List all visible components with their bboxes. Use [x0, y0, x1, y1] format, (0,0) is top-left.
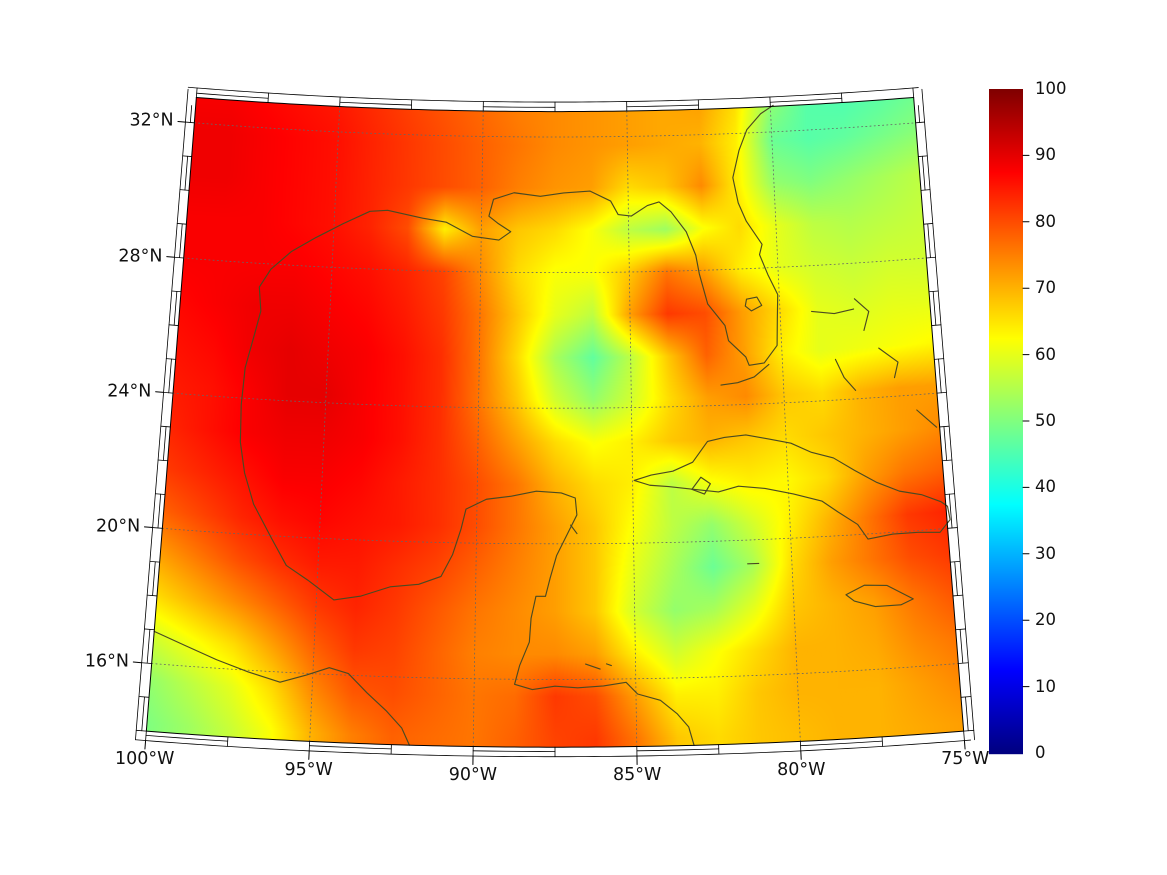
colorbar-tick-label: 100	[1035, 78, 1067, 98]
colorbar-tick-label: 80	[1035, 211, 1056, 231]
lon-tick-label: 75°W	[941, 749, 990, 770]
colorbar-tick-label: 70	[1035, 277, 1056, 297]
lon-tick-label: 90°W	[448, 764, 498, 785]
lon-tick-label: 80°W	[777, 759, 826, 780]
lon-tick-label: 100°W	[115, 749, 175, 770]
colorbar-tick-label: 30	[1035, 543, 1056, 563]
colorbar-tick-label: 40	[1035, 477, 1056, 497]
colorbar-tick-label: 60	[1035, 344, 1056, 364]
lat-tick-label: 24°N	[107, 380, 152, 401]
colorbar-tick-label: 20	[1035, 609, 1056, 629]
lon-tick-label: 85°W	[612, 764, 662, 785]
colorbar-tick-label: 0	[1035, 742, 1046, 762]
colorbar-tick-label: 10	[1035, 676, 1056, 696]
colorbar-tick-label: 90	[1035, 145, 1056, 165]
lat-tick-label: 20°N	[96, 516, 141, 537]
lat-tick-label: 16°N	[84, 651, 129, 672]
lat-tick-label: 32°N	[129, 110, 174, 131]
colorbar-tick-label: 50	[1035, 410, 1056, 430]
lat-tick-label: 28°N	[118, 245, 163, 266]
lon-tick-label: 95°W	[284, 759, 333, 780]
